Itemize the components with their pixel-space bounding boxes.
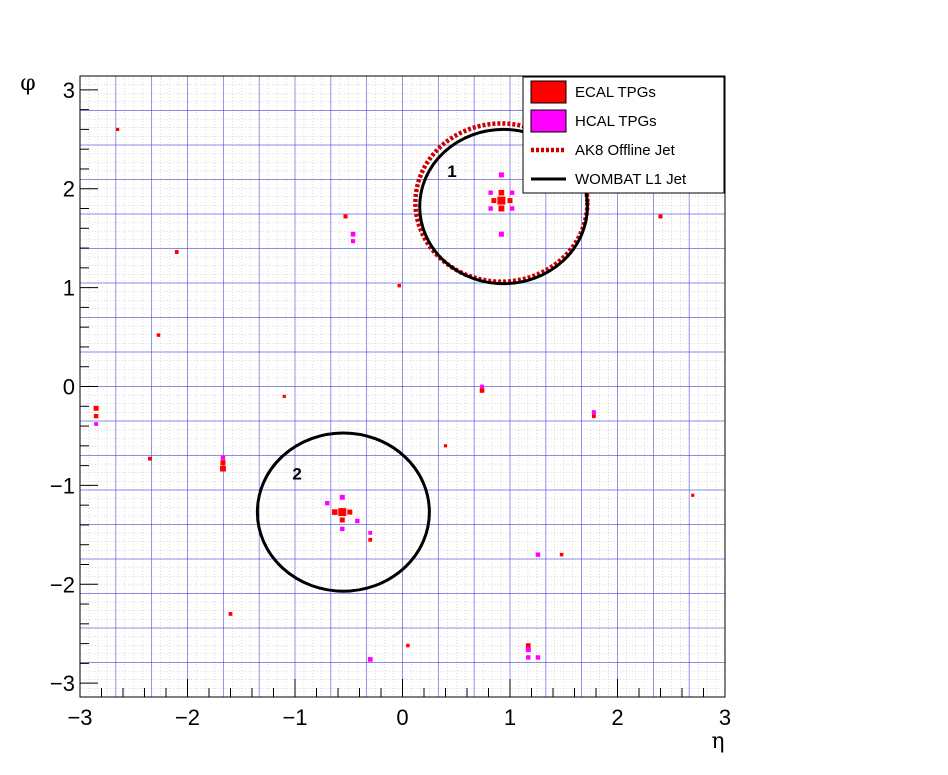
ecal-tpg-marker [479,388,485,393]
ecal-tpg-marker [93,405,99,411]
hcal-tpg-marker [525,647,531,653]
hcal-tpg-marker [498,231,504,237]
hcal-tpg-marker [368,530,373,535]
x-tick-label: −1 [282,705,307,730]
x-tick-label: 3 [719,705,731,730]
hcal-tpg-marker [488,206,493,211]
jet-label: 1 [447,162,456,181]
x-axis-title: η [711,729,724,754]
hcal-tpg-marker [535,552,541,557]
ecal-tpg-marker [343,214,348,219]
hcal-tpg-marker [340,526,345,532]
hcal-tpg-marker [325,500,330,506]
hcal-tpg-marker [339,494,345,500]
hcal-tpg-marker [488,190,493,195]
y-tick-label: 3 [63,78,75,103]
legend: ECAL TPGs HCAL TPGs AK8 Offline Jet WOMBAT … [522,76,725,194]
ecal-tpg-marker [406,643,410,648]
y-tick-label: 0 [63,375,75,400]
y-tick-label: 1 [63,276,75,301]
legend-label: WOMBAT L1 Jet [575,171,687,188]
ecal-tpg-marker [498,205,505,212]
ecal-tpg-marker [397,283,402,288]
ecal-tpg-marker [691,493,695,497]
ecal-tpg-marker [282,394,286,398]
ecal-tpg-marker [156,333,161,337]
y-axis-title: φ [20,71,35,96]
hcal-tpg-marker [480,384,484,389]
ecal-tpg-marker [220,460,226,466]
legend-label: ECAL TPGs [575,84,656,101]
hcal-tpg-marker [509,206,515,211]
x-tick-label: 2 [611,705,623,730]
legend-swatch [530,80,567,104]
legend-label: HCAL TPGs [575,113,657,130]
ecal-tpg-marker [347,509,353,515]
hcal-tpg-marker [220,455,226,460]
tpg-markers [93,127,695,662]
ecal-tpg-marker [220,465,226,472]
y-tick-label: −1 [50,473,75,498]
hcal-tpg-marker [591,410,596,415]
ecal-tpg-marker [507,198,513,204]
ecal-tpg-marker [591,414,596,419]
hcal-tpg-marker [509,190,515,195]
y-tick-label: 2 [63,177,75,202]
x-tick-label: −2 [175,705,200,730]
ecal-tpg-marker [331,509,338,515]
ecal-tpg-marker [147,456,152,461]
ecal-tpg-marker [525,643,531,648]
ecal-tpg-marker [228,612,233,616]
x-tick-label: 1 [504,705,516,730]
hcal-tpg-marker [367,657,373,662]
wombat-l1-jet-circle [418,127,589,286]
ecal-tpg-marker [497,196,506,205]
ecal-tpg-marker [368,537,373,542]
x-tick-label: 0 [396,705,408,730]
hcal-tpg-marker [94,422,99,426]
legend-label: AK8 Offline Jet [575,142,676,159]
ecal-tpg-marker [491,198,497,204]
ecal-tpg-marker [339,517,345,523]
hcal-tpg-marker [355,518,360,524]
jet-circles: 12 [255,121,590,593]
ecal-tpg-marker [93,413,99,419]
ecal-tpg-marker [174,250,179,254]
x-tick-label: −3 [67,705,92,730]
ecal-tpg-marker [116,127,120,131]
y-tick-label: −2 [50,572,75,597]
wombat-l1-jet-circle [255,431,431,593]
ecal-tpg-marker [443,444,448,448]
ecal-tpg-marker [498,189,505,196]
legend-swatch [530,109,567,133]
ecal-tpg-marker [658,214,663,219]
ecal-tpg-marker [338,508,347,517]
jet-label: 2 [292,464,301,483]
y-tick-label: −3 [50,671,75,696]
hcal-tpg-marker [351,239,356,244]
hcal-tpg-marker [498,172,504,178]
hcal-tpg-marker [535,655,541,660]
hcal-tpg-marker [526,655,531,660]
hcal-tpg-marker [350,231,356,237]
ecal-tpg-marker [559,552,564,557]
